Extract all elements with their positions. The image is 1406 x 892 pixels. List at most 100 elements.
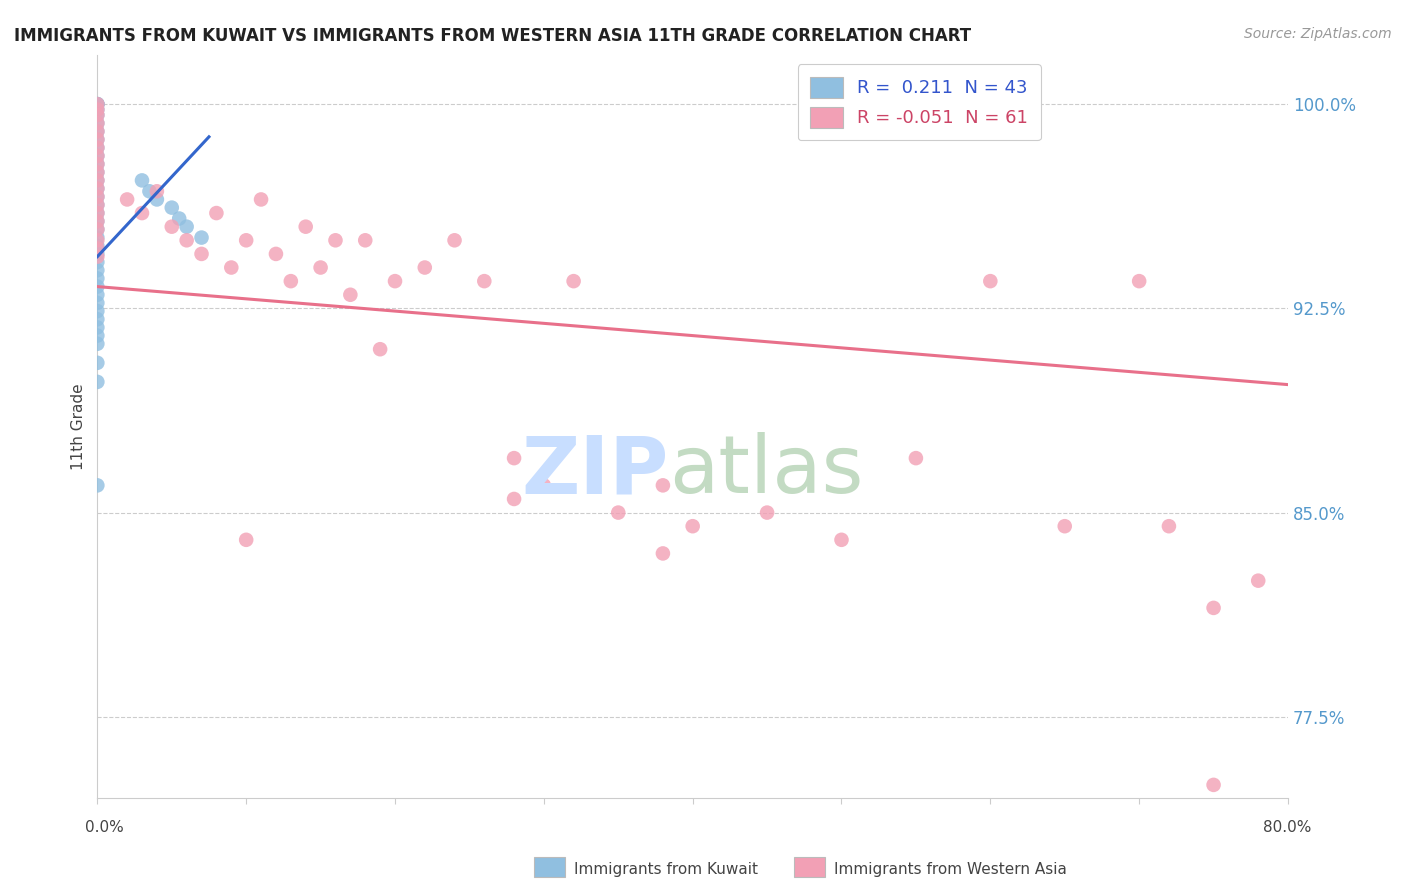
Point (86, 255, 108, 269)
Point (607, 506, 630, 520)
Point (86, 132, 108, 146)
Point (86, 206, 108, 220)
Point (221, 260, 243, 275)
Point (115, 193, 138, 207)
Point (86, 149, 108, 163)
Point (86, 375, 108, 389)
Text: atlas: atlas (669, 433, 863, 510)
Point (86, 356, 108, 370)
Point (86, 279, 108, 293)
Point (86, 271, 108, 285)
Point (86, 124, 108, 138)
Point (1157, 519, 1180, 533)
Point (86, 173, 108, 187)
Point (190, 230, 212, 244)
Point (86, 296, 108, 310)
Point (86, 336, 108, 351)
Point (86, 97, 108, 112)
Point (235, 233, 257, 247)
Point (651, 546, 673, 560)
Point (472, 274, 495, 288)
Point (86, 108, 108, 122)
Point (86, 478, 108, 492)
Point (280, 274, 302, 288)
Point (86, 222, 108, 236)
Text: 0.0%: 0.0% (86, 820, 124, 835)
Point (86, 103, 108, 117)
Point (86, 214, 108, 228)
Y-axis label: 11th Grade: 11th Grade (72, 384, 86, 470)
Point (160, 201, 183, 215)
Point (1053, 519, 1076, 533)
Point (86, 230, 108, 244)
Point (831, 533, 853, 547)
Point (205, 206, 228, 220)
Point (86, 287, 108, 301)
Point (354, 233, 377, 247)
Point (86, 141, 108, 155)
Point (86, 233, 108, 247)
Point (131, 206, 153, 220)
Point (176, 219, 198, 234)
Point (86, 97, 108, 112)
Point (309, 260, 332, 275)
Point (503, 451, 526, 466)
Point (86, 116, 108, 130)
Point (131, 173, 153, 187)
Text: Source: ZipAtlas.com: Source: ZipAtlas.com (1244, 27, 1392, 41)
Point (86, 214, 108, 228)
Point (86, 132, 108, 146)
Point (756, 506, 779, 520)
Point (86, 247, 108, 261)
Point (682, 519, 704, 533)
Point (339, 287, 361, 301)
Point (86, 250, 108, 264)
Point (1247, 574, 1270, 588)
Text: 80.0%: 80.0% (1264, 820, 1312, 835)
Point (86, 97, 108, 112)
Point (86, 157, 108, 171)
Point (86, 238, 108, 252)
Point (86, 165, 108, 179)
Point (325, 233, 347, 247)
Point (146, 184, 169, 198)
Point (904, 451, 927, 466)
Point (86, 190, 108, 204)
Point (86, 165, 108, 179)
Text: Immigrants from Kuwait: Immigrants from Kuwait (574, 863, 758, 877)
Point (86, 173, 108, 187)
Point (86, 181, 108, 195)
Point (86, 328, 108, 343)
Point (1202, 600, 1225, 615)
Point (86, 198, 108, 212)
Point (86, 263, 108, 277)
Text: ZIP: ZIP (522, 433, 669, 510)
Point (146, 193, 169, 207)
Point (443, 233, 465, 247)
Point (86, 149, 108, 163)
Point (86, 304, 108, 318)
Point (86, 103, 108, 117)
Point (86, 97, 108, 112)
Point (86, 320, 108, 334)
Point (250, 193, 273, 207)
Point (190, 247, 212, 261)
Text: IMMIGRANTS FROM KUWAIT VS IMMIGRANTS FROM WESTERN ASIA 11TH GRADE CORRELATION CH: IMMIGRANTS FROM KUWAIT VS IMMIGRANTS FRO… (14, 27, 972, 45)
Point (651, 478, 673, 492)
Point (503, 491, 526, 506)
Point (86, 242, 108, 256)
Point (979, 274, 1001, 288)
Point (1128, 274, 1150, 288)
Point (562, 274, 585, 288)
Point (86, 206, 108, 220)
Point (264, 247, 287, 261)
Point (160, 219, 183, 234)
Point (86, 222, 108, 236)
Point (86, 181, 108, 195)
Point (86, 124, 108, 138)
Point (235, 533, 257, 547)
Point (138, 184, 160, 198)
Point (86, 141, 108, 155)
Point (86, 190, 108, 204)
Point (1202, 778, 1225, 792)
